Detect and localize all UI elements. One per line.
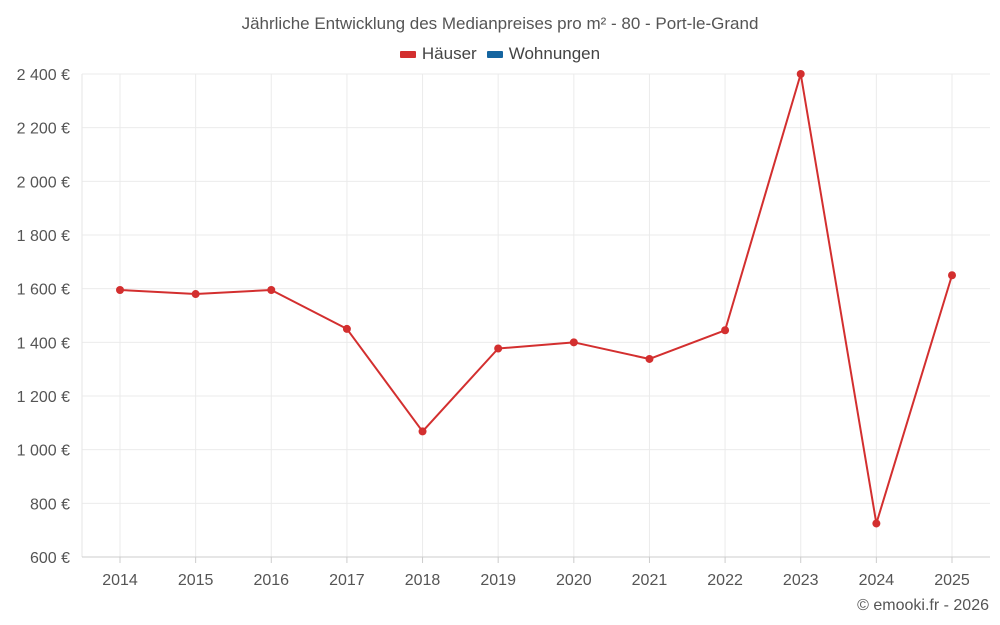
y-tick-label: 2 400 € — [17, 67, 70, 84]
legend-swatch-haeuser — [399, 50, 416, 58]
x-tick-label: 2014 — [102, 572, 138, 589]
data-point — [116, 286, 124, 295]
data-point — [796, 70, 805, 78]
legend-swatch-wohnungen — [486, 50, 503, 58]
data-point — [948, 271, 956, 280]
data-point — [645, 354, 654, 363]
x-tick-label: 2015 — [178, 572, 214, 589]
legend-label-wohnungen: Wohnungen — [508, 44, 601, 63]
legend-item-haeuser[interactable]: Häuser — [399, 44, 477, 64]
y-tick-label: 1 600 € — [17, 282, 70, 299]
data-point — [342, 324, 351, 333]
x-tick-label: 2024 — [859, 572, 895, 589]
data-point — [494, 344, 503, 353]
x-tick-label: 2019 — [480, 572, 516, 589]
legend-item-wohnungen[interactable]: Wohnungen — [486, 44, 601, 64]
data-point — [267, 286, 276, 295]
y-tick-label: 1 000 € — [17, 443, 70, 460]
data-point — [418, 427, 427, 436]
x-tick-label: 2020 — [556, 572, 592, 589]
data-point — [569, 338, 578, 347]
legend-label-haeuser: Häuser — [421, 44, 477, 63]
x-tick-label: 2017 — [329, 572, 365, 589]
data-point — [872, 519, 881, 528]
y-tick-label: 2 000 € — [17, 174, 70, 191]
y-tick-label: 1 800 € — [17, 228, 70, 245]
series-line-0 — [119, 73, 953, 525]
x-tick-label: 2016 — [253, 572, 289, 589]
copyright: © emooki.fr - 2026 — [857, 597, 989, 614]
x-tick-label: 2022 — [707, 572, 743, 589]
x-tick-label: 2025 — [934, 572, 970, 589]
legend: Häuser Wohnungen — [0, 44, 1000, 64]
y-tick-label: 2 200 € — [17, 121, 70, 138]
y-tick-label: 600 € — [30, 550, 70, 567]
x-tick-label: 2018 — [405, 572, 441, 589]
x-tick-label: 2023 — [783, 572, 819, 589]
y-tick-label: 1 400 € — [17, 335, 70, 352]
data-point — [721, 326, 730, 335]
chart-title: Jährliche Entwicklung des Medianpreises … — [241, 14, 759, 33]
x-tick-label: 2021 — [632, 572, 668, 589]
data-point — [191, 290, 200, 299]
y-tick-label: 1 200 € — [17, 389, 70, 406]
y-tick-label: 800 € — [30, 496, 70, 513]
